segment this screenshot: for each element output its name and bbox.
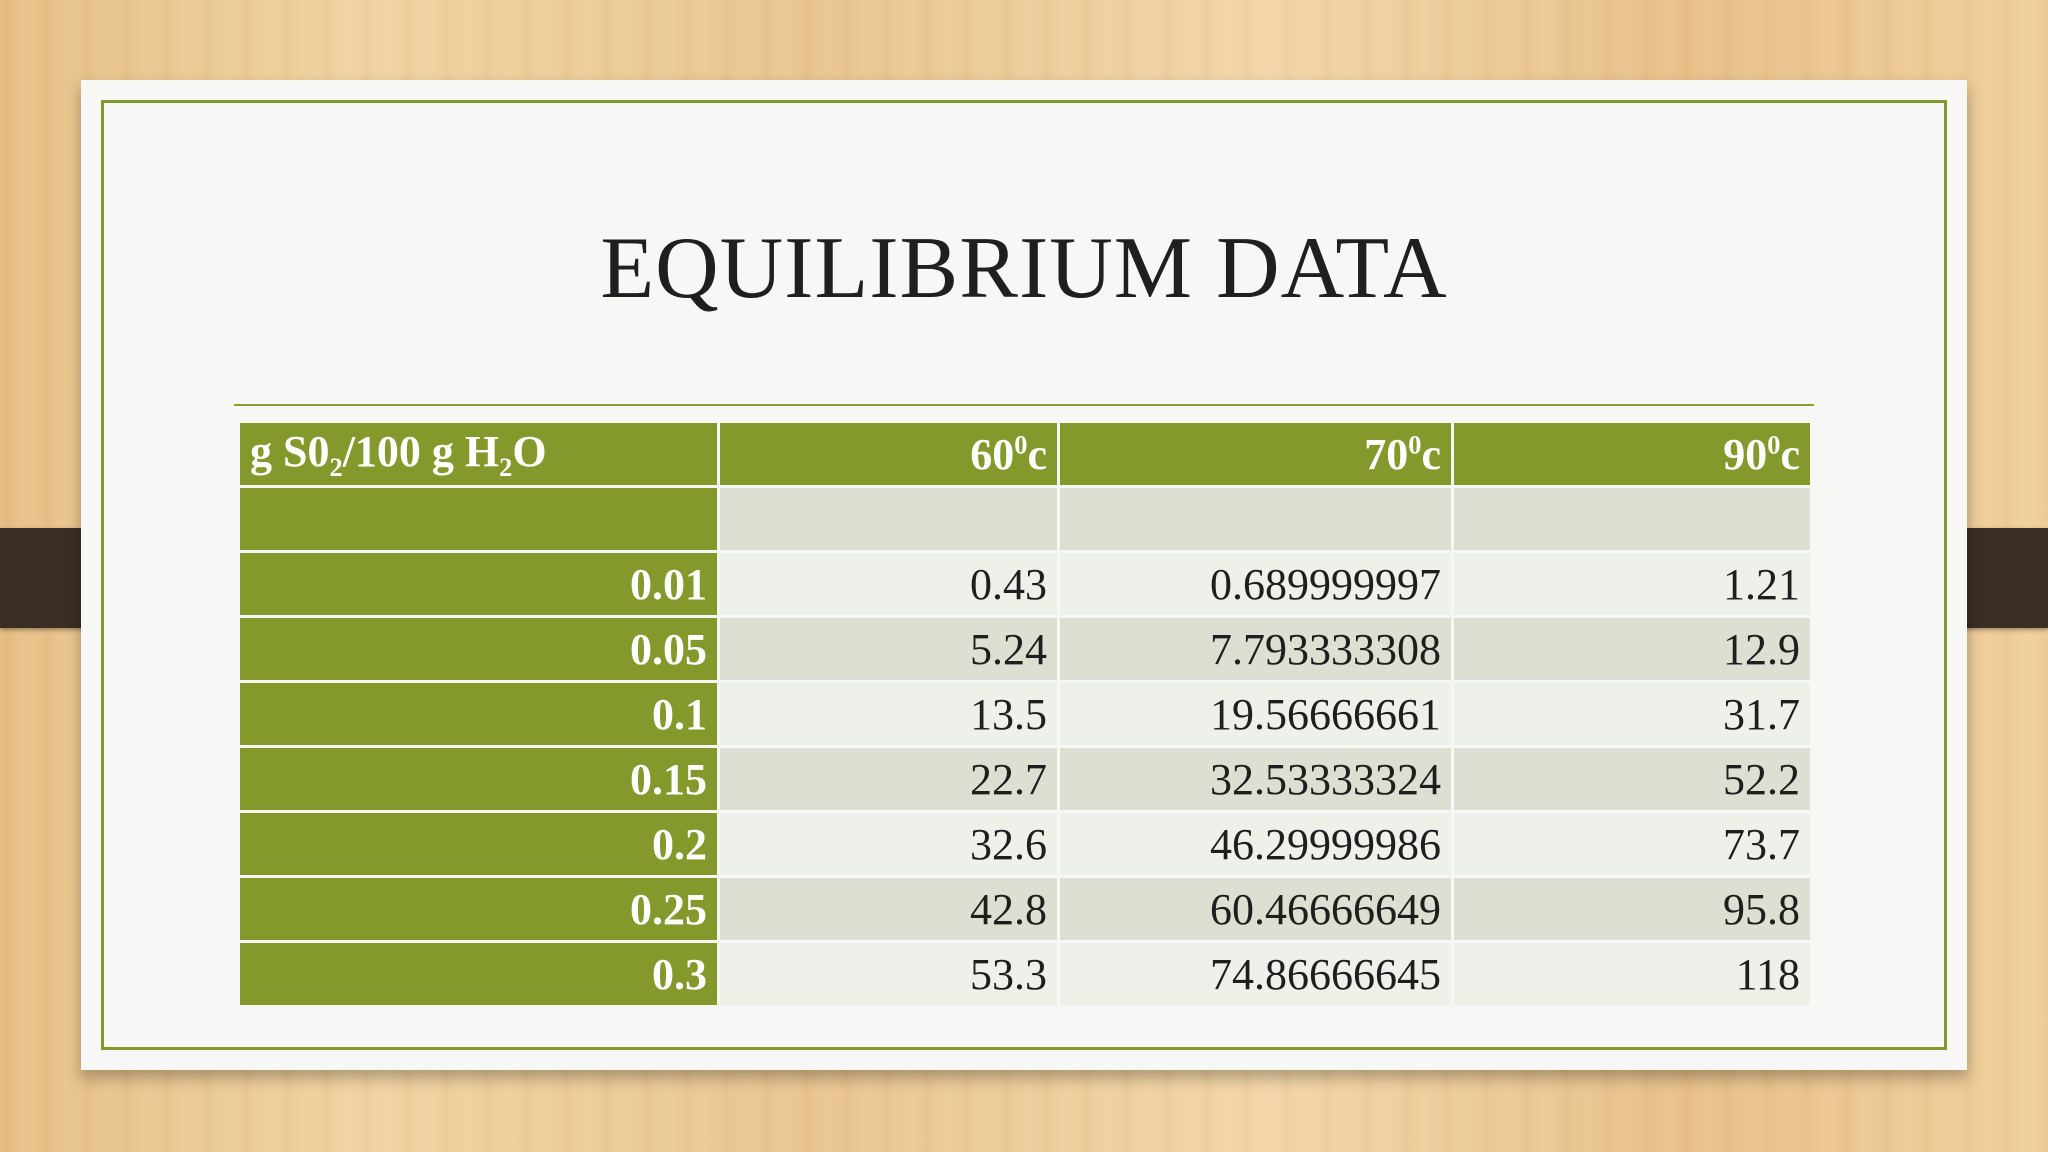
cell-70c: 74.86666645 (1057, 940, 1454, 1008)
header-60c: 600c (717, 420, 1060, 488)
row-label: 0.05 (237, 615, 720, 683)
row-label: 0.15 (237, 745, 720, 813)
title-divider (234, 404, 1814, 406)
cell-60c: 53.3 (717, 940, 1060, 1008)
cell-90c: 31.7 (1451, 680, 1813, 748)
cell-70c: 60.46666649 (1057, 875, 1454, 943)
row-label: 0.25 (237, 875, 720, 943)
row-label: 0.2 (237, 810, 720, 878)
cell-60c: 22.7 (717, 745, 1060, 813)
cell-90c: 95.8 (1451, 875, 1813, 943)
cell-70c: 32.53333324 (1057, 745, 1454, 813)
slide-border (101, 100, 1947, 1050)
table-header-row: g S02/100 g H2O 600c 700c 900c (237, 420, 1813, 488)
cell-70c (1057, 485, 1454, 553)
row-label: 0.01 (237, 550, 720, 618)
table-row: 0.3 53.3 74.86666645 118 (237, 940, 1813, 1008)
cell-70c: 46.29999986 (1057, 810, 1454, 878)
cell-60c: 13.5 (717, 680, 1060, 748)
table-row: 0.25 42.8 60.46666649 95.8 (237, 875, 1813, 943)
table-row: 0.15 22.7 32.53333324 52.2 (237, 745, 1813, 813)
cell-90c: 1.21 (1451, 550, 1813, 618)
cell-90c: 73.7 (1451, 810, 1813, 878)
table-row: 0.1 13.5 19.56666661 31.7 (237, 680, 1813, 748)
cell-60c: 5.24 (717, 615, 1060, 683)
table-row: 0.05 5.24 7.793333308 12.9 (237, 615, 1813, 683)
cell-70c: 7.793333308 (1057, 615, 1454, 683)
cell-70c: 0.689999997 (1057, 550, 1454, 618)
cell-60c: 0.43 (717, 550, 1060, 618)
cell-90c: 12.9 (1451, 615, 1813, 683)
row-label: 0.3 (237, 940, 720, 1008)
cell-70c: 19.56666661 (1057, 680, 1454, 748)
slide-title: EQUILIBRIUM DATA (600, 220, 1448, 317)
header-concentration: g S02/100 g H2O (237, 420, 720, 488)
cell-90c: 118 (1451, 940, 1813, 1008)
cell-60c: 42.8 (717, 875, 1060, 943)
table-row: 0.2 32.6 46.29999986 73.7 (237, 810, 1813, 878)
slide: EQUILIBRIUM DATA g S02/100 g H2O 600c 70… (81, 80, 1967, 1070)
header-70c: 700c (1057, 420, 1454, 488)
cell-90c (1451, 485, 1813, 553)
table-row (237, 485, 1813, 553)
row-label: 0.1 (237, 680, 720, 748)
table-row: 0.01 0.43 0.689999997 1.21 (237, 550, 1813, 618)
cell-90c: 52.2 (1451, 745, 1813, 813)
header-90c: 900c (1451, 420, 1813, 488)
cell-60c (717, 485, 1060, 553)
row-label (237, 485, 720, 553)
cell-60c: 32.6 (717, 810, 1060, 878)
equilibrium-table: g S02/100 g H2O 600c 700c 900c 0.01 0.43… (237, 420, 1813, 1008)
